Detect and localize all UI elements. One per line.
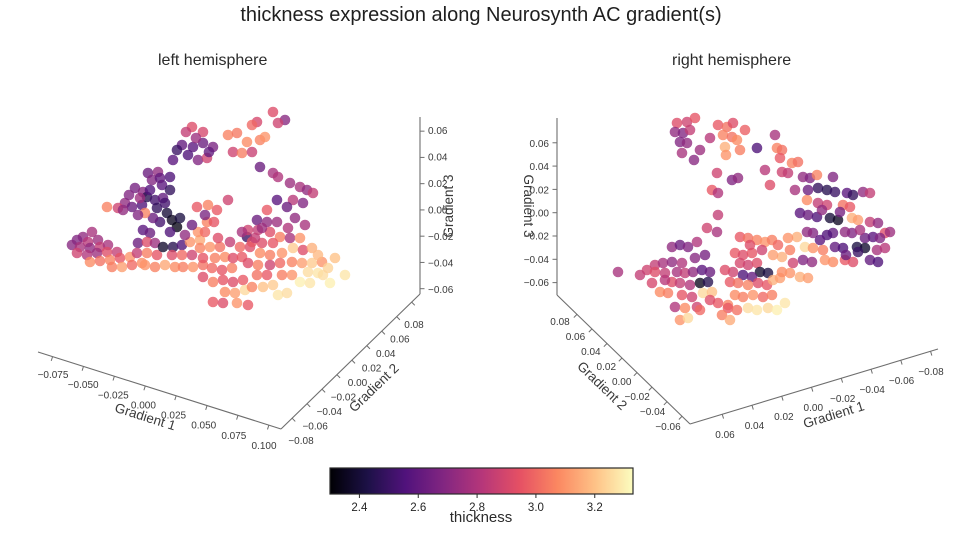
svg-text:−0.06: −0.06 <box>889 376 915 387</box>
colorbar: 2.4 2.6 2.8 3.0 3.2 <box>329 467 634 514</box>
svg-text:−0.08: −0.08 <box>918 367 944 378</box>
svg-text:0.00: 0.00 <box>530 209 550 220</box>
colorbar-label: thickness <box>449 509 513 526</box>
svg-text:−0.02: −0.02 <box>624 392 650 403</box>
svg-text:0.075: 0.075 <box>221 431 246 442</box>
svg-text:−0.04: −0.04 <box>317 407 343 418</box>
svg-text:0.08: 0.08 <box>404 320 424 331</box>
svg-text:0.04: 0.04 <box>376 349 396 360</box>
svg-text:−0.04: −0.04 <box>859 385 885 396</box>
svg-text:0.00: 0.00 <box>804 403 824 414</box>
svg-text:0.08: 0.08 <box>550 317 570 328</box>
svg-text:3.2: 3.2 <box>587 502 603 514</box>
svg-text:0.02: 0.02 <box>428 179 448 190</box>
right-panel-points <box>612 112 896 326</box>
svg-text:Gradient 3: Gradient 3 <box>521 174 536 237</box>
svg-text:−0.04: −0.04 <box>640 407 666 418</box>
svg-text:−0.06: −0.06 <box>524 278 550 289</box>
svg-text:0.06: 0.06 <box>530 139 550 150</box>
svg-text:−0.06: −0.06 <box>655 422 681 433</box>
svg-text:0.025: 0.025 <box>161 411 186 422</box>
svg-text:0.02: 0.02 <box>530 185 550 196</box>
figure-title: thickness expression along Neurosynth AC… <box>240 4 722 26</box>
left-hemisphere-title: left hemisphere <box>158 52 268 69</box>
svg-text:−0.08: −0.08 <box>288 436 314 447</box>
svg-text:−0.02: −0.02 <box>428 232 454 243</box>
svg-text:0.06: 0.06 <box>428 126 448 137</box>
svg-text:0.06: 0.06 <box>566 332 586 343</box>
svg-text:−0.025: −0.025 <box>98 390 129 401</box>
svg-text:−0.050: −0.050 <box>68 380 99 391</box>
svg-text:−0.04: −0.04 <box>524 255 550 266</box>
svg-text:0.02: 0.02 <box>362 364 382 375</box>
svg-text:−0.02: −0.02 <box>524 232 550 243</box>
svg-text:0.06: 0.06 <box>390 335 410 346</box>
svg-text:3.0: 3.0 <box>528 502 544 514</box>
svg-text:−0.02: −0.02 <box>830 394 856 405</box>
svg-text:0.000: 0.000 <box>131 400 156 411</box>
svg-text:0.050: 0.050 <box>191 421 216 432</box>
svg-text:2.6: 2.6 <box>410 502 426 514</box>
svg-text:Gradient 3: Gradient 3 <box>441 174 456 237</box>
svg-text:0.02: 0.02 <box>597 362 617 373</box>
svg-text:0.00: 0.00 <box>428 206 448 217</box>
svg-text:0.04: 0.04 <box>745 421 765 432</box>
svg-text:0.04: 0.04 <box>428 153 448 164</box>
svg-text:2.8: 2.8 <box>469 502 485 514</box>
svg-text:−0.02: −0.02 <box>331 393 357 404</box>
svg-text:0.00: 0.00 <box>348 378 368 389</box>
right-hemisphere-title: right hemisphere <box>672 52 792 69</box>
svg-text:0.04: 0.04 <box>530 162 550 173</box>
left-panel-points <box>66 106 351 311</box>
svg-text:0.00: 0.00 <box>612 377 632 388</box>
svg-text:−0.06: −0.06 <box>302 422 328 433</box>
svg-text:0.02: 0.02 <box>774 412 794 423</box>
svg-text:2.4: 2.4 <box>351 502 368 514</box>
svg-text:−0.04: −0.04 <box>428 259 454 270</box>
svg-text:−0.06: −0.06 <box>428 285 454 296</box>
svg-text:0.04: 0.04 <box>581 347 601 358</box>
svg-text:0.100: 0.100 <box>251 441 276 452</box>
svg-text:0.06: 0.06 <box>715 430 735 441</box>
svg-text:−0.075: −0.075 <box>38 370 69 381</box>
